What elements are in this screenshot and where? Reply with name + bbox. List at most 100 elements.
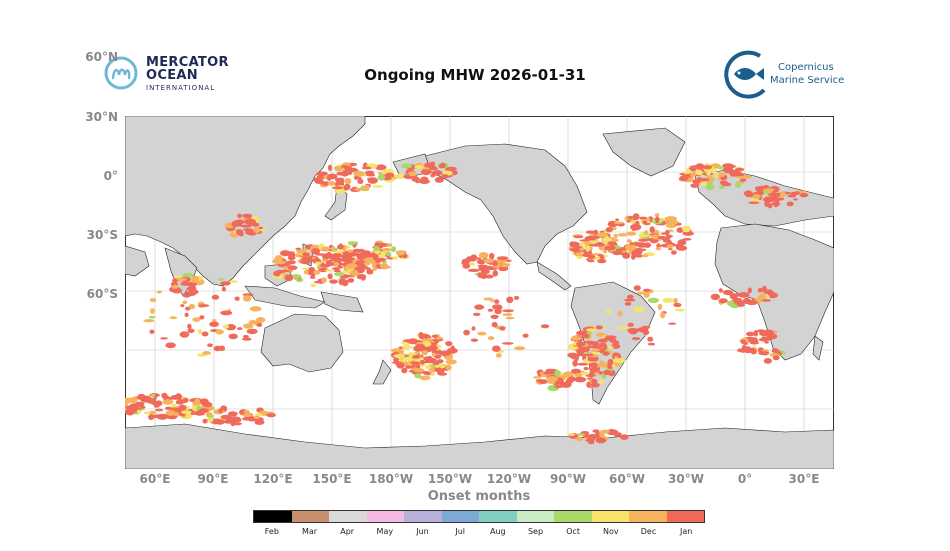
colorbar-swatch [366, 511, 404, 522]
mhw-patch [472, 312, 481, 316]
mhw-patch [759, 293, 767, 300]
mhw-patch [492, 270, 499, 277]
mhw-patch [438, 164, 446, 169]
mhw-patch [187, 328, 195, 334]
colorbar-label: Sep [527, 527, 544, 536]
mhw-patch [657, 303, 663, 310]
mhw-patch [585, 245, 591, 252]
mhw-patch [675, 243, 684, 251]
mhw-patch [326, 174, 332, 181]
mhw-patch [316, 174, 324, 181]
mhw-patch [769, 353, 779, 356]
map-title: Ongoing MHW 2026-01-31 [364, 66, 586, 84]
mhw-patch [496, 256, 509, 260]
colorbar-label: Feb [264, 527, 279, 536]
mhw-patch [469, 262, 475, 266]
mhw-patch [431, 352, 436, 357]
mhw-patch [577, 251, 583, 257]
mhw-patch [408, 171, 417, 177]
mhw-patch [332, 267, 341, 271]
mhw-patch [513, 346, 526, 351]
mhw-patch [690, 183, 699, 188]
lat-tick-label: 60°S [86, 287, 118, 301]
mhw-patch [633, 306, 645, 313]
colorbar-swatch [629, 511, 667, 522]
mhw-patch [418, 332, 424, 337]
mhw-patch [477, 264, 488, 268]
mhw-patch [280, 250, 291, 257]
mhw-patch [729, 293, 740, 298]
mhw-patch [624, 244, 637, 251]
mhw-patch [793, 198, 798, 201]
mhw-patch [567, 433, 576, 436]
mhw-patch [165, 410, 176, 416]
mhw-patch [578, 346, 590, 353]
mhw-patch [771, 348, 780, 354]
land-japan [324, 185, 348, 221]
mhw-patch [333, 253, 340, 256]
mhw-patch [494, 299, 500, 304]
mhw-patch [627, 216, 633, 220]
mhw-patch [303, 270, 309, 275]
mhw-patch [436, 367, 442, 373]
mhw-patch [622, 252, 631, 259]
land-greenland [602, 127, 686, 177]
mhw-patch [690, 172, 696, 178]
mhw-patch [266, 413, 276, 418]
mhw-patch [522, 333, 529, 338]
world-map [125, 116, 834, 469]
mhw-patch [345, 263, 358, 270]
mhw-patch [643, 242, 652, 248]
mhw-patch [439, 350, 452, 357]
mhw-patch [322, 253, 332, 260]
lon-tick-label: 0° [737, 472, 753, 486]
mhw-patch [198, 304, 210, 308]
mhw-patch [212, 319, 217, 322]
mhw-patch [737, 304, 746, 307]
mhw-patch [489, 299, 495, 302]
mhw-patch [175, 393, 182, 400]
mhw-patch [415, 180, 420, 184]
mhw-patch [320, 263, 331, 268]
mhw-patch [275, 260, 286, 265]
mhw-patch [373, 245, 380, 252]
lon-tick-label: 90°E [197, 472, 229, 486]
mhw-patch [243, 323, 254, 329]
mhw-patch [295, 247, 301, 250]
mhw-patch [726, 300, 735, 307]
mhw-patch [591, 378, 598, 385]
mhw-patch [256, 322, 263, 327]
mhw-patch [642, 253, 649, 258]
mhw-patch [242, 413, 253, 417]
mhw-patch [617, 233, 628, 237]
mhw-patch [410, 361, 421, 366]
mhw-patch [495, 353, 502, 358]
colorbar-swatch [254, 511, 292, 522]
mhw-patch [740, 339, 747, 344]
mhw-patch [532, 376, 542, 379]
mhw-patch [396, 362, 405, 369]
mhw-patch [220, 310, 233, 316]
mhw-patch [148, 315, 156, 319]
mhw-patch [221, 286, 226, 292]
mhw-patch [202, 351, 211, 355]
mhw-patch [385, 251, 391, 257]
mhw-patch [211, 294, 220, 300]
mhw-patch [718, 172, 725, 178]
mhw-patch [182, 292, 191, 298]
mhw-patch [180, 282, 192, 286]
mhw-patch [452, 170, 458, 176]
mhw-patch [344, 178, 352, 185]
mhw-patch [588, 240, 600, 244]
mhw-patch [799, 192, 809, 198]
mhw-patch [347, 249, 354, 253]
mhw-patch [591, 348, 601, 352]
land-north-america [424, 143, 588, 265]
mhw-patch [642, 220, 648, 225]
mhw-patch [401, 367, 408, 374]
mhw-patch [636, 327, 649, 333]
mhw-patch [638, 216, 648, 220]
mhw-patch [374, 164, 387, 171]
mhw-patch [673, 302, 682, 308]
mhw-patch [237, 327, 243, 331]
